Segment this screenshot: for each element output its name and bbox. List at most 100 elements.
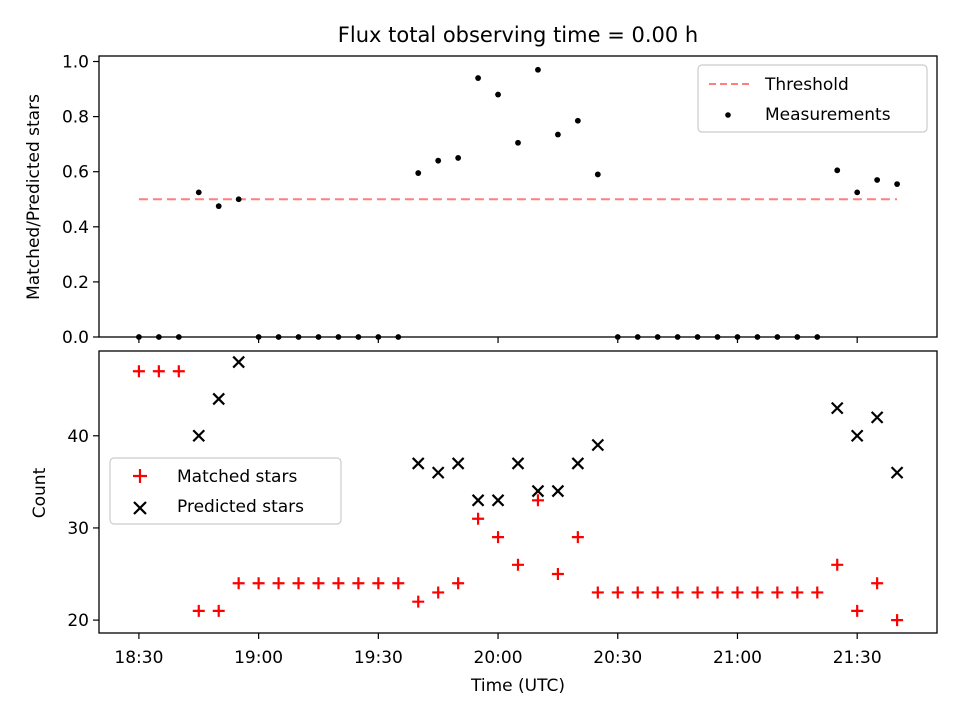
measurement-point (435, 157, 442, 164)
measurement-point (854, 189, 861, 196)
matched-star-point (891, 614, 904, 627)
matched-star-point (212, 604, 225, 617)
top-ytick-label: 1.0 (62, 53, 89, 73)
predicted-star-point (850, 429, 864, 443)
top-ytick-label: 0.8 (62, 108, 89, 128)
legend-matched-label: Matched stars (177, 467, 297, 487)
legend-matched-swatch (133, 469, 147, 483)
top-ytick-label: 0.0 (62, 328, 89, 348)
matched-star-point (811, 586, 824, 599)
legend-predicted-label: Predicted stars (177, 497, 304, 517)
predicted-star-point (471, 494, 485, 507)
matched-star-point (791, 586, 804, 599)
matched-star-point (352, 577, 365, 590)
bottom-xtick-label: 19:30 (354, 648, 403, 668)
matched-star-point (831, 558, 844, 571)
measurement-point (475, 75, 481, 81)
predicted-star-point (431, 466, 445, 479)
top-ticks: 0.0 0.2 0.4 0.6 0.8 1.0 (62, 53, 858, 348)
measurement-point (555, 131, 561, 138)
matched-star-point (472, 512, 485, 525)
matched-star-point (871, 577, 884, 590)
top-plot-area (136, 66, 900, 340)
matched-star-point (771, 586, 784, 599)
matched-star-point (452, 577, 465, 590)
bottom-axes-frame (98, 350, 938, 634)
predicted-star-point (571, 457, 585, 470)
bottom-plot-area (132, 355, 904, 627)
matched-star-point (192, 604, 205, 617)
matched-star-point (412, 595, 425, 608)
matched-star-point (591, 586, 604, 599)
predicted-star-point (511, 457, 525, 470)
legend-predicted-swatch (133, 501, 147, 515)
chart-title: Flux total observing time = 0.00 h (338, 23, 698, 47)
predicted-star-point (491, 494, 505, 507)
predicted-star-point (451, 457, 465, 470)
bottom-xtick-label: 20:00 (474, 648, 523, 668)
top-legend-box (697, 64, 928, 133)
matched-star-point (851, 604, 864, 617)
bottom-ylabel: Count (30, 467, 50, 518)
bottom-xlabel: Time (UTC) (470, 676, 565, 696)
matched-star-point (512, 558, 524, 571)
matched-star-point (272, 577, 285, 590)
top-ytick-label: 0.6 (62, 163, 89, 183)
measurement-point (215, 203, 222, 210)
bottom-xtick-label: 18:30 (114, 648, 163, 668)
bottom-legend-box (109, 457, 342, 525)
measurement-point (235, 196, 242, 203)
matched-star-point (432, 586, 445, 599)
predicted-star-point (192, 429, 206, 443)
matched-star-point (651, 586, 664, 599)
top-ytick-label: 0.2 (62, 273, 89, 293)
matched-star-point (252, 577, 265, 590)
measurement-point (874, 177, 881, 183)
matched-star-point (332, 577, 345, 590)
predicted-star-point (551, 484, 565, 498)
matched-star-point (292, 577, 305, 590)
top-panel: Flux total observing time = 0.00 h Match… (24, 23, 938, 348)
measurement-point (894, 181, 900, 188)
matched-star-point (132, 365, 145, 378)
matched-star-point (611, 586, 624, 599)
bottom-legend: Matched stars Predicted stars (109, 457, 342, 525)
matched-star-point (671, 586, 684, 599)
bottom-xtick-label: 19:00 (234, 648, 283, 668)
measurement-point (415, 170, 422, 176)
bottom-xtick-label: 21:30 (833, 648, 882, 668)
matched-star-point (172, 365, 185, 378)
matched-star-point (731, 586, 744, 599)
matched-star-point (232, 577, 245, 590)
matched-star-point (392, 577, 405, 590)
predicted-star-point (890, 466, 904, 479)
bottom-ticks: 20 30 40 18:30 19:00 19:30 20:00 20:30 21:00 21:3… (67, 427, 881, 668)
legend-measurements-swatch (725, 112, 731, 118)
top-ytick-label: 0.4 (62, 218, 89, 238)
predicted-star-point (830, 401, 844, 415)
bottom-xtick-label: 20:30 (593, 648, 642, 668)
legend-measurements-label: Measurements (765, 105, 891, 125)
bottom-ytick-label: 30 (67, 519, 89, 539)
measurement-point (834, 167, 841, 174)
top-axes-frame (98, 55, 938, 338)
matched-star-point (571, 531, 584, 544)
matched-star-point (312, 577, 325, 590)
predicted-star-point (232, 355, 245, 369)
matched-star-point (631, 586, 644, 599)
top-legend: Threshold Measurements (697, 64, 928, 133)
matched-star-point (711, 586, 724, 599)
matched-star-point (372, 577, 385, 590)
measurement-point (515, 139, 521, 146)
top-ylabel: Matched/Predicted stars (24, 94, 44, 300)
matched-star-point (152, 365, 165, 378)
matched-star-point (691, 586, 704, 599)
matched-star-point (751, 586, 764, 599)
measurement-point (495, 91, 501, 98)
predicted-star-point (870, 411, 884, 424)
matched-star-point (492, 531, 505, 544)
bottom-ytick-label: 40 (67, 427, 89, 447)
predicted-star-point (591, 438, 605, 452)
